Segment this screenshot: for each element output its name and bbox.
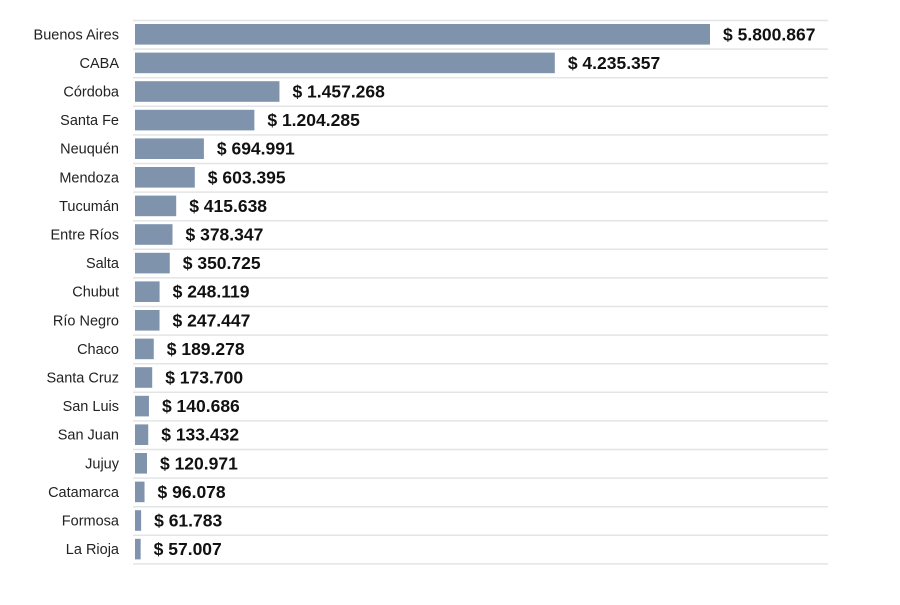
bar bbox=[135, 338, 154, 360]
data-label: $ 247.447 bbox=[173, 310, 251, 330]
category-label: Neuquén bbox=[60, 142, 119, 158]
category-label: Jujuy bbox=[85, 456, 120, 472]
bar bbox=[135, 367, 153, 388]
category-label: Chaco bbox=[77, 342, 119, 358]
data-label: $ 415.638 bbox=[189, 196, 267, 216]
data-label: $ 57.007 bbox=[154, 539, 222, 559]
bar bbox=[135, 310, 160, 331]
bar bbox=[135, 138, 204, 159]
category-label: Santa Cruz bbox=[46, 371, 119, 387]
bar bbox=[135, 167, 195, 188]
bar bbox=[135, 481, 145, 503]
bar bbox=[135, 81, 280, 102]
bar bbox=[135, 224, 173, 245]
data-label: $ 61.783 bbox=[154, 511, 222, 531]
category-label: Mendoza bbox=[59, 170, 120, 186]
data-label: $ 4.235.357 bbox=[568, 53, 660, 73]
bar bbox=[135, 424, 149, 445]
data-label: $ 120.971 bbox=[160, 453, 238, 473]
data-label: $ 189.278 bbox=[167, 339, 245, 359]
data-label: $ 248.119 bbox=[173, 282, 250, 302]
category-label: Salta bbox=[86, 256, 120, 272]
bar bbox=[135, 281, 160, 302]
data-label: $ 173.700 bbox=[165, 368, 243, 388]
category-label: Chubut bbox=[72, 285, 119, 301]
category-label: La Rioja bbox=[66, 542, 120, 558]
category-label: Santa Fe bbox=[60, 113, 119, 129]
bar bbox=[135, 538, 141, 560]
data-label: $ 140.686 bbox=[162, 396, 240, 416]
category-label: Río Negro bbox=[53, 313, 119, 329]
data-label: $ 1.457.268 bbox=[292, 82, 385, 102]
data-label: $ 378.347 bbox=[186, 225, 264, 245]
data-label: $ 133.432 bbox=[161, 425, 239, 445]
data-label: $ 694.991 bbox=[217, 139, 295, 159]
category-label: CABA bbox=[80, 56, 120, 72]
bar bbox=[135, 109, 255, 131]
category-label: Buenos Aires bbox=[34, 27, 119, 43]
bar bbox=[135, 195, 177, 217]
bar bbox=[135, 395, 149, 417]
category-label: Formosa bbox=[62, 514, 120, 530]
bar bbox=[135, 24, 710, 45]
category-label: Catamarca bbox=[48, 485, 120, 501]
data-label: $ 603.395 bbox=[208, 167, 286, 187]
data-label: $ 5.800.867 bbox=[723, 24, 815, 44]
data-label: $ 350.725 bbox=[183, 253, 261, 273]
category-label: Tucumán bbox=[59, 199, 119, 215]
data-label: $ 1.204.285 bbox=[267, 110, 360, 130]
bar bbox=[135, 252, 170, 274]
bar bbox=[135, 453, 147, 474]
bar bbox=[135, 52, 555, 74]
data-label: $ 96.078 bbox=[158, 482, 226, 502]
bar bbox=[135, 510, 142, 531]
category-label: Córdoba bbox=[63, 85, 120, 101]
category-label: San Luis bbox=[63, 399, 119, 415]
category-label: San Juan bbox=[58, 428, 119, 444]
category-label: Entre Ríos bbox=[51, 228, 120, 244]
